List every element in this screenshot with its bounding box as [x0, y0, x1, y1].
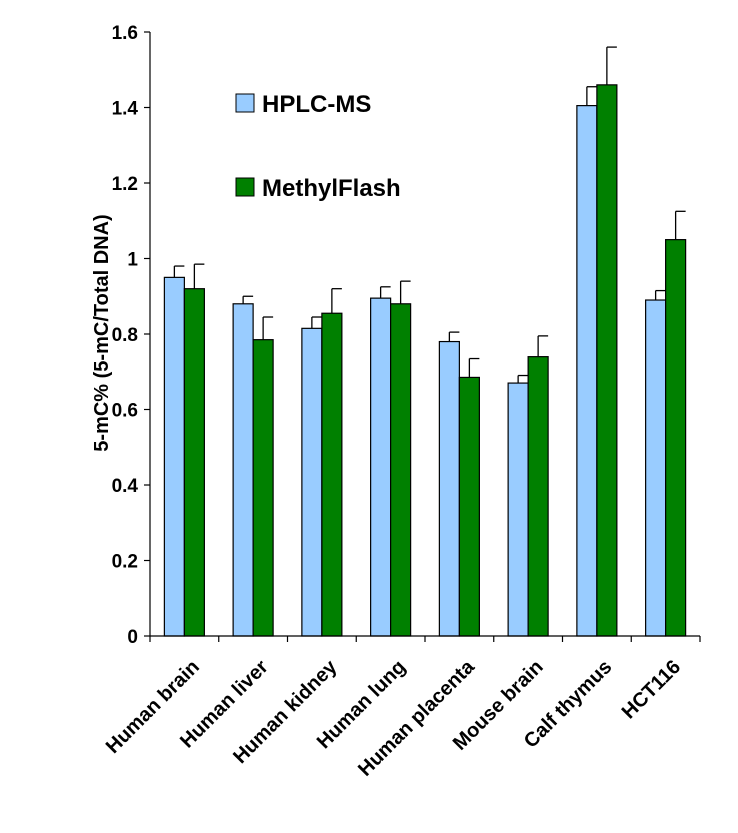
y-tick-label: 0.2: [112, 552, 138, 573]
legend-label: HPLC-MS: [262, 91, 371, 118]
y-tick-label: 1.4: [112, 99, 139, 120]
legend-swatch: [235, 93, 255, 113]
x-tick-label: Human placenta: [354, 655, 479, 780]
y-tick-label: 1.2: [112, 174, 138, 195]
y-tick-label: 0.6: [112, 401, 138, 422]
bar-methylflash-6: [527, 356, 549, 637]
error-bars-layer: [173, 46, 686, 384]
y-ticks-layer: 0 0.2 0.4 0.6 0.8 1 1.2 1.4 1.6: [112, 23, 150, 648]
y-tick-label: 1.6: [112, 23, 138, 44]
legend-label: MethylFlash: [262, 175, 401, 202]
y-axis-label: 5-mC% (5-mC/Total DNA): [91, 214, 113, 451]
bar-methylflash-2: [252, 339, 274, 637]
y-tick-label: 0: [127, 627, 138, 648]
y-tick-label: 1: [127, 250, 138, 271]
bar-hplc-ms-6: [507, 382, 529, 637]
bar-hplc-ms-5: [438, 340, 460, 637]
y-tick-label: 0.8: [112, 325, 138, 346]
bar-methylflash-3: [321, 312, 343, 637]
bar-hplc-ms-8: [645, 299, 667, 637]
bar-methylflash-4: [390, 303, 412, 637]
bar-hplc-ms-7: [576, 105, 598, 637]
bars-layer: [163, 84, 687, 637]
legend-swatch: [235, 177, 255, 197]
bar-hplc-ms-1: [163, 276, 185, 637]
bar-methylflash-8: [665, 239, 687, 637]
legend: HPLC-MS MethylFlash: [235, 91, 401, 202]
bar-methylflash-1: [183, 288, 205, 637]
bar-methylflash-5: [458, 376, 480, 637]
bar-methylflash-7: [596, 84, 618, 637]
bar-hplc-ms-2: [232, 303, 254, 637]
bar-hplc-ms-3: [301, 327, 323, 637]
axes-layer: [149, 32, 700, 637]
bar-hplc-ms-4: [370, 297, 392, 637]
x-tick-label: HCT116: [618, 656, 685, 723]
y-tick-label: 0.4: [112, 476, 139, 497]
